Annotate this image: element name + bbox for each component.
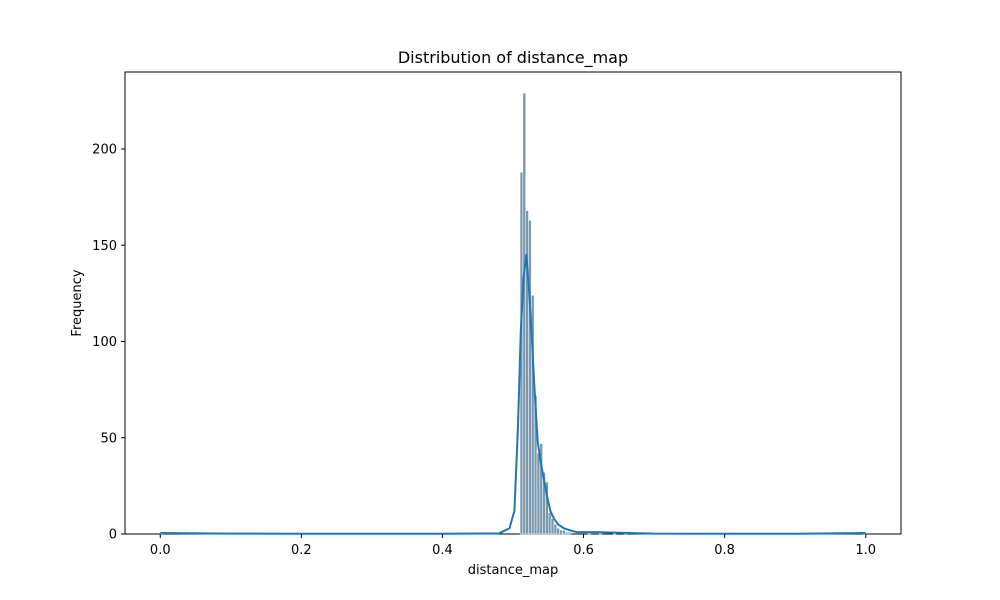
kde-curve-layer <box>160 253 866 535</box>
plot-area-frame <box>124 71 902 535</box>
kde-line <box>160 253 866 535</box>
y-axis-label: Frequency <box>70 269 85 336</box>
x-tick-label: 0.6 <box>573 543 594 558</box>
histogram-bar <box>545 481 549 535</box>
histogram-bar <box>548 512 552 535</box>
y-tick-label: 0 <box>109 528 117 543</box>
x-tick-label: 0.0 <box>150 543 171 558</box>
histogram-bar <box>567 531 572 535</box>
histogram-bar <box>562 529 566 535</box>
y-tick-label: 150 <box>92 239 117 254</box>
x-tick-label: 0.8 <box>714 543 735 558</box>
y-tick-label: 200 <box>92 143 117 158</box>
x-axis-label: distance_map <box>468 563 558 578</box>
histogram-bar <box>556 527 560 535</box>
y-tick-label: 50 <box>100 431 117 446</box>
histogram-bar <box>559 529 563 535</box>
histogram-bar <box>564 531 569 535</box>
histogram-bar <box>550 518 555 535</box>
histogram-bar <box>536 452 541 535</box>
x-tick-label: 0.2 <box>291 543 312 558</box>
x-tick-label: 1.0 <box>855 543 876 558</box>
x-axis-ticks: 0.0 0.2 0.4 0.6 0.8 1.0 <box>150 534 876 558</box>
chart-title: Distribution of distance_map <box>398 48 628 68</box>
y-tick-label: 100 <box>92 335 117 350</box>
y-axis-ticks: 0 50 100 150 200 <box>92 143 125 543</box>
x-tick-label: 0.4 <box>432 543 453 558</box>
histogram-bar <box>553 524 557 535</box>
histogram-bar <box>528 219 532 535</box>
histogram-bar <box>522 92 526 535</box>
